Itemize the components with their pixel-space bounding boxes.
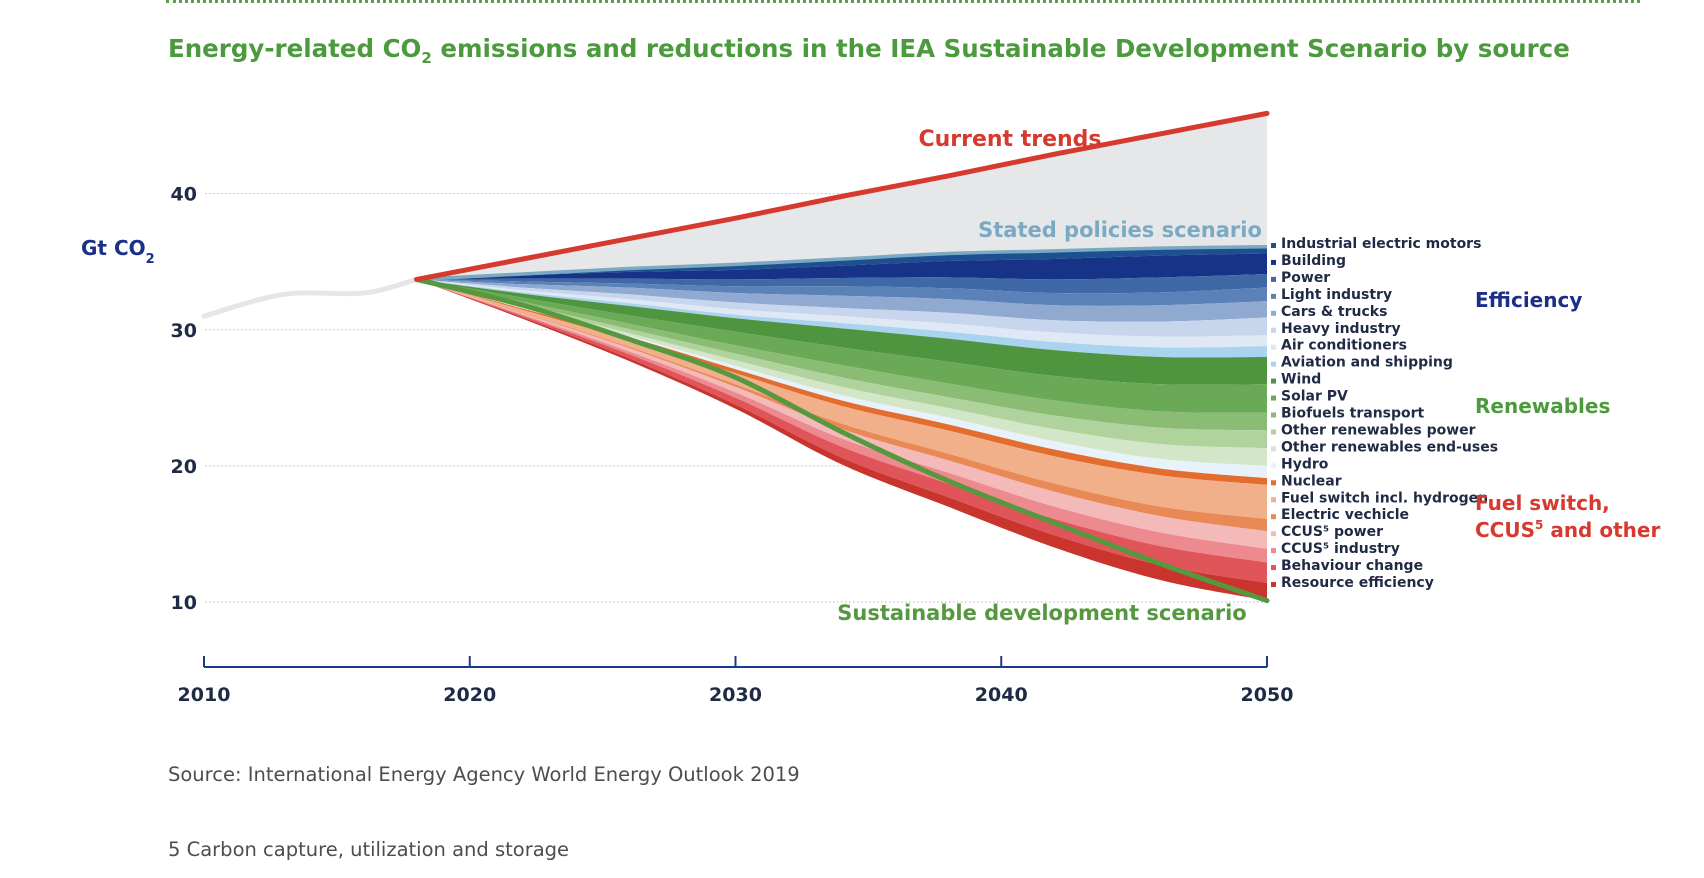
y-axis-label: Gt CO2 xyxy=(81,236,155,267)
current-trends-label: Current trends xyxy=(918,127,1101,152)
legend-label-11: Biofuels transport xyxy=(1281,406,1425,422)
legend-label-1: Industrial electric motors xyxy=(1281,236,1481,252)
wedge-16 xyxy=(416,279,1268,519)
stated-policies-label: Stated policies scenario xyxy=(978,218,1262,242)
legend-label-4: Light industry xyxy=(1281,287,1392,303)
legend-swatch-16 xyxy=(1271,497,1276,503)
legend-label-13: Other renewables end-uses xyxy=(1281,439,1498,455)
legend-label-18: CCUS⁵ power xyxy=(1281,524,1383,540)
legend-swatch-1 xyxy=(1271,243,1276,248)
top-dotted-rule xyxy=(166,0,1640,7)
legend-swatch-3 xyxy=(1271,276,1276,282)
chart-annotations: Current trends Stated policies scenario Su… xyxy=(837,127,1262,625)
wedge-19 xyxy=(416,279,1268,563)
legend-swatch-15 xyxy=(1271,480,1276,486)
chart-lines xyxy=(201,110,1270,604)
group-label-fuel-line2: CCUS5 and other xyxy=(1475,518,1660,542)
wedge-13 xyxy=(416,279,1268,466)
title-text-rest: emissions and reductions in the IEA Sust… xyxy=(431,34,1570,63)
wedge-8 xyxy=(416,279,1268,358)
legend-swatch-2 xyxy=(1271,259,1276,265)
y-axis-label-subscript: 2 xyxy=(146,252,155,267)
title-subscript: 2 xyxy=(421,48,432,67)
wedge-3 xyxy=(416,273,1268,294)
legend-label-16: Fuel switch incl. hydrogen xyxy=(1281,490,1488,506)
legend-swatch-13 xyxy=(1271,446,1276,452)
wedge-11 xyxy=(416,279,1268,431)
legend-swatch-10 xyxy=(1271,395,1276,401)
legend-swatch-5 xyxy=(1271,310,1276,316)
y-axis-label-text: Gt CO xyxy=(81,236,146,260)
legend-label-8: Aviation and shipping xyxy=(1281,355,1453,371)
wedge-20 xyxy=(416,279,1268,583)
y-tick-30: 30 xyxy=(171,320,197,342)
group-label-fuel-line1: Fuel switch, xyxy=(1475,491,1610,515)
y-tick-40: 40 xyxy=(171,184,197,206)
chart-title: Energy-related CO2 emissions and reducti… xyxy=(168,34,1570,67)
legend-label-17: Electric vechicle xyxy=(1281,507,1409,523)
y-tick-10: 10 xyxy=(171,592,197,614)
legend-swatch-12 xyxy=(1271,429,1276,435)
stated-policies-line xyxy=(416,244,1268,282)
wedge-5 xyxy=(416,279,1268,322)
legend-label-14: Hydro xyxy=(1281,456,1329,472)
wedge-12 xyxy=(416,279,1268,449)
chart-legend: Industrial electric motorsBuildingPowerL… xyxy=(1271,236,1660,591)
wedge-7 xyxy=(416,279,1268,348)
legend-label-3: Power xyxy=(1281,270,1330,286)
wedge-4 xyxy=(416,279,1268,306)
x-tick-2020: 2020 xyxy=(443,684,496,706)
legend-label-6: Heavy industry xyxy=(1281,321,1401,337)
legend-swatch-17 xyxy=(1271,514,1276,520)
legend-label-10: Solar PV xyxy=(1281,389,1348,405)
legend-label-20: Behaviour change xyxy=(1281,558,1423,574)
legend-label-15: Nuclear xyxy=(1281,473,1342,489)
legend-label-12: Other renewables power xyxy=(1281,422,1476,438)
legend-label-19: CCUS⁵ industry xyxy=(1281,541,1400,557)
wedge-18 xyxy=(416,279,1268,549)
legend-label-21: Resource efficiency xyxy=(1281,575,1434,591)
wedge-6 xyxy=(416,279,1268,337)
legend-swatch-14 xyxy=(1271,463,1276,469)
legend-swatch-18 xyxy=(1271,531,1276,537)
sustainable-development-line xyxy=(414,276,1270,604)
legend-swatch-8 xyxy=(1271,361,1276,367)
wedge-1 xyxy=(416,246,1268,280)
source-note: Source: International Energy Agency Worl… xyxy=(168,763,800,786)
legend-swatch-19 xyxy=(1271,548,1276,554)
group-label-fuel-rest: and other xyxy=(1543,518,1660,542)
chart-areas xyxy=(416,113,1268,601)
legend-swatch-7 xyxy=(1271,344,1276,350)
wedge-9 xyxy=(416,279,1268,385)
legend-label-7: Air conditioners xyxy=(1281,338,1407,354)
group-label-fuel-sup: 5 xyxy=(1535,518,1543,532)
legend-swatch-9 xyxy=(1271,378,1276,384)
footnote: 5 Carbon capture, utilization and storag… xyxy=(168,838,570,861)
legend-swatch-11 xyxy=(1271,412,1276,418)
legend-label-9: Wind xyxy=(1281,372,1321,388)
legend-label-5: Cars & trucks xyxy=(1281,304,1387,320)
x-tick-2050: 2050 xyxy=(1241,684,1294,706)
legend-label-2: Building xyxy=(1281,253,1346,269)
legend-swatch-4 xyxy=(1271,293,1276,299)
history-line xyxy=(201,276,420,319)
wedge-2 xyxy=(416,253,1268,280)
x-tick-2040: 2040 xyxy=(975,684,1028,706)
legend-swatch-20 xyxy=(1271,565,1276,571)
x-tick-2010: 2010 xyxy=(178,684,231,706)
wedge-10 xyxy=(416,279,1268,413)
x-tick-2030: 2030 xyxy=(709,684,762,706)
current-trends-line xyxy=(414,110,1270,282)
group-label-efficiency: Efficiency xyxy=(1475,288,1582,312)
group-label-fuel-ccus: CCUS xyxy=(1475,518,1535,542)
sustainable-development-label: Sustainable development scenario xyxy=(837,601,1246,625)
y-tick-20: 20 xyxy=(171,456,197,478)
group-label-renewables: Renewables xyxy=(1475,394,1610,418)
legend-swatch-21 xyxy=(1271,582,1276,587)
legend-swatch-6 xyxy=(1271,327,1276,333)
title-text: Energy-related CO xyxy=(168,34,422,63)
wedge-21 xyxy=(416,279,1268,601)
